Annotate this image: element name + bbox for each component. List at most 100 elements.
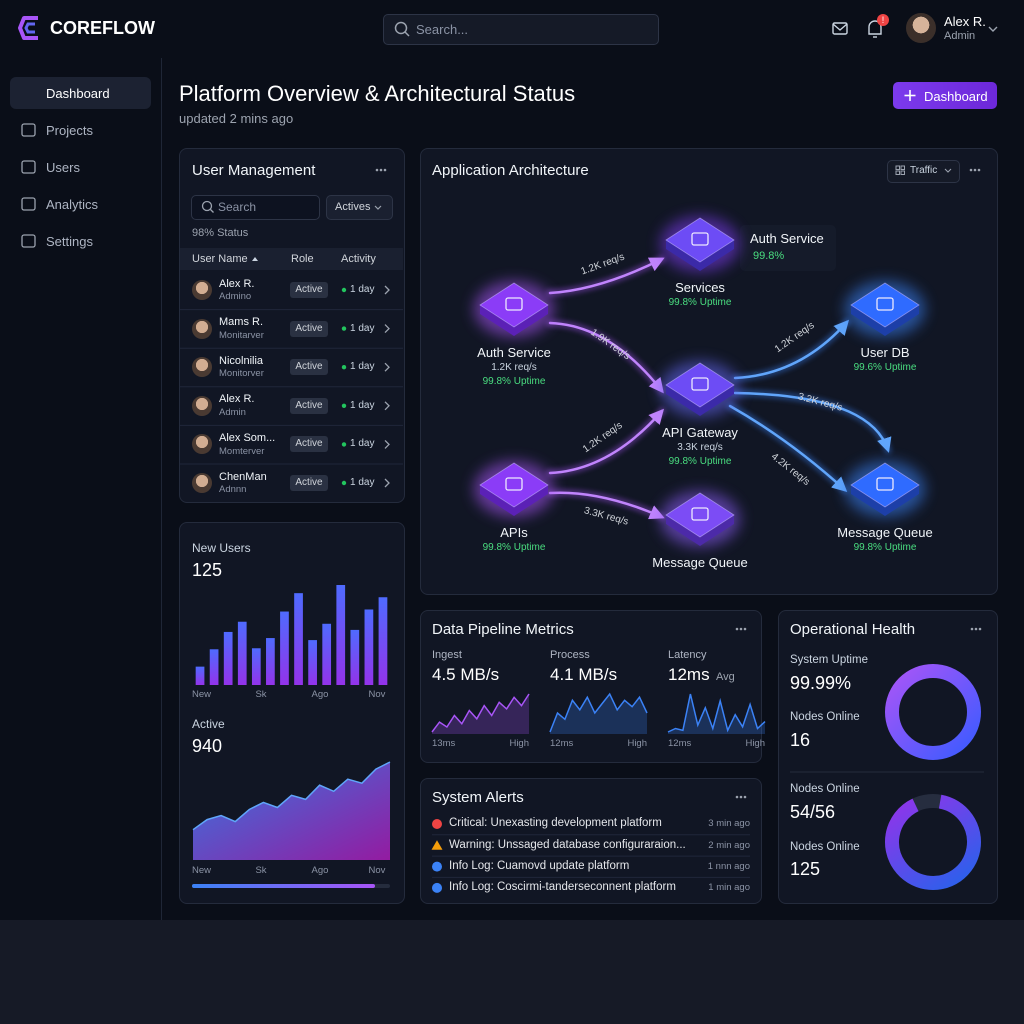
user-menu-chevron[interactable] — [988, 26, 998, 32]
node-metric: 99.8% Uptime — [482, 542, 546, 553]
brand[interactable]: COREFLOW — [50, 18, 155, 38]
action-button-label: Dashboard — [924, 89, 988, 104]
row-activity: 1 day — [350, 399, 375, 411]
row-avatar — [192, 280, 212, 300]
node-metric: 3.3K req/s — [677, 442, 723, 453]
alert-text[interactable]: Info Log: Cuamovd update platform — [449, 859, 630, 872]
node-label: User DB — [860, 344, 910, 360]
column-header[interactable]: Activity — [341, 253, 376, 265]
status-badge — [290, 359, 328, 376]
nav-item[interactable]: Projects — [46, 122, 93, 138]
health-label: Nodes Online — [790, 711, 860, 724]
row-name[interactable]: ChenMan — [219, 470, 267, 483]
row-name[interactable]: Alex R. — [219, 393, 255, 406]
health-value: 99.99% — [790, 673, 852, 693]
pipeline-card — [420, 610, 762, 763]
alert-text[interactable]: Warning: Unssaged database configuraraio… — [449, 838, 686, 851]
filter-dropdown[interactable] — [326, 195, 393, 220]
table-search-placeholder: Search — [218, 200, 257, 214]
nav-item[interactable]: Users — [46, 159, 80, 175]
logo-icon — [18, 16, 38, 40]
status-label: Active — [295, 438, 323, 450]
stat-label: Active — [192, 717, 225, 731]
status-badge — [290, 436, 328, 453]
card-title: Operational Health — [790, 621, 916, 638]
sparkline-max: High — [509, 738, 529, 750]
nav-item[interactable]: Dashboard — [46, 85, 110, 101]
nav-item[interactable]: Settings — [46, 233, 93, 249]
sparkline-min: 12ms — [550, 738, 574, 750]
node-label: Auth Service — [477, 344, 551, 360]
row-avatar — [192, 357, 212, 378]
node-metric: 99.8% Uptime — [668, 297, 732, 308]
mail-icon[interactable] — [832, 22, 848, 35]
status-label: Active — [295, 477, 323, 488]
nav-item[interactable]: Analytics — [46, 196, 99, 212]
footer-strip — [0, 920, 1024, 1024]
health-label: Nodes Online — [790, 841, 860, 854]
status-badge — [290, 282, 328, 298]
metric-value: 12ms — [668, 664, 710, 684]
table-header-row — [180, 248, 403, 270]
row-activity: 1 day — [350, 477, 375, 488]
callout-label: Auth Service — [750, 230, 824, 246]
page-subtitle: updated 2 mins ago — [179, 111, 294, 126]
health-value: 16 — [790, 730, 811, 750]
metric-label: Latency — [668, 648, 707, 661]
column-header[interactable]: User Name — [192, 253, 248, 265]
notification-badge: ! — [877, 14, 889, 26]
nav-icon — [21, 160, 36, 174]
node-metric: 99.8% Uptime — [853, 542, 917, 553]
metric-label: Ingest — [432, 648, 462, 661]
user-role: Admin — [944, 30, 976, 42]
health-value: 125 — [790, 859, 821, 879]
row-role: Monitarver — [219, 329, 264, 341]
x-label: Sk — [255, 689, 267, 701]
alert-time: 1 min ago — [708, 882, 750, 894]
filter-label: Actives — [335, 201, 371, 213]
user-avatar[interactable] — [906, 13, 936, 43]
table-status: 98% Status — [192, 227, 249, 239]
row-activity: 1 day — [350, 361, 375, 373]
x-label: Sk — [255, 865, 267, 877]
card-title: Data Pipeline Metrics — [432, 621, 574, 638]
row-name[interactable]: Nicolnilia — [219, 354, 264, 367]
metric-label: Process — [550, 648, 590, 661]
status-badge — [290, 397, 328, 414]
sparkline-min: 13ms — [432, 738, 456, 750]
row-role: Adnnn — [219, 484, 247, 496]
table-search[interactable] — [191, 195, 320, 220]
row-role: Momterver — [219, 445, 265, 457]
node-metric: 1.2K req/s — [491, 362, 537, 373]
status-label: Active — [295, 322, 323, 334]
alert-text[interactable]: Critical: Unexasting development platfor… — [449, 817, 662, 830]
search-placeholder: Search... — [416, 22, 469, 37]
row-role: Admino — [219, 291, 252, 303]
row-name[interactable]: Mams R. — [219, 316, 263, 329]
row-avatar — [192, 473, 212, 493]
stat-value: 940 — [192, 736, 223, 756]
x-label: Ago — [311, 689, 329, 701]
row-role: Monitorver — [219, 368, 264, 380]
node-label: APIs — [500, 524, 528, 540]
stat-label: New Users — [192, 541, 251, 555]
traffic-label: Traffic — [910, 165, 938, 176]
card-title: System Alerts — [432, 789, 524, 806]
row-name[interactable]: Alex Som... — [219, 431, 276, 444]
row-activity: 1 day — [350, 322, 375, 334]
row-activity: 1 day — [350, 438, 375, 450]
column-header[interactable]: Role — [291, 253, 314, 265]
row-activity: 1 day — [350, 284, 375, 295]
search-box[interactable] — [383, 14, 659, 45]
traffic-dropdown[interactable] — [887, 160, 960, 183]
sparkline-max: High — [627, 738, 647, 750]
node-label: Services — [675, 279, 725, 295]
x-label: New — [192, 689, 212, 701]
sparkline-min: 12ms — [668, 738, 692, 750]
row-name[interactable]: Alex R. — [219, 277, 255, 290]
metric-value: 4.1 MB/s — [550, 664, 618, 684]
alert-time: 2 min ago — [708, 839, 750, 851]
alert-text[interactable]: Info Log: Coscirmi-tanderseconnent platf… — [449, 881, 676, 894]
alerts-card — [420, 778, 762, 904]
